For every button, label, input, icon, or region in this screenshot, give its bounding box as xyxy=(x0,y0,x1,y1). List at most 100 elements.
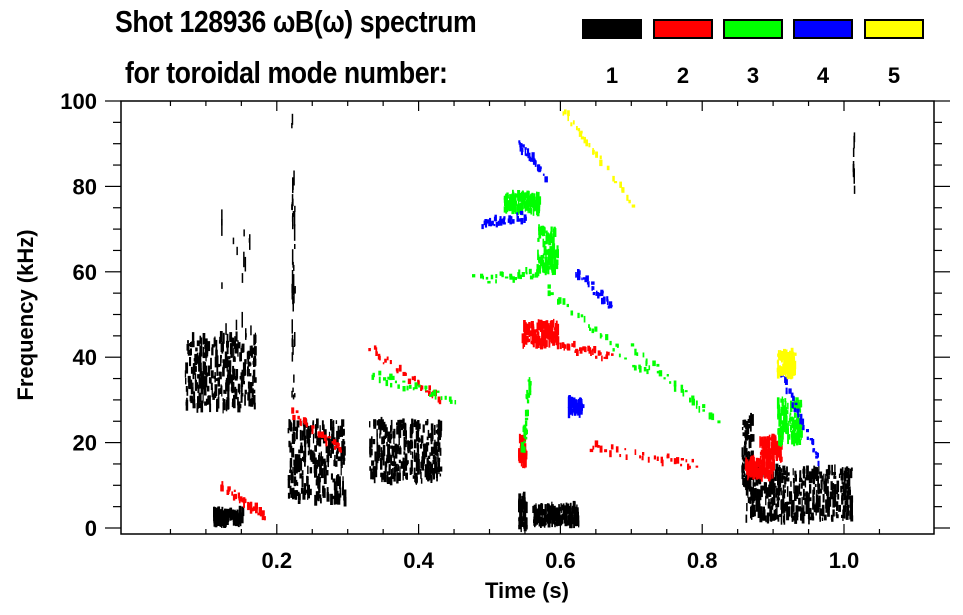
spectral-mark xyxy=(388,437,392,444)
spectral-mark xyxy=(293,466,296,476)
spectral-mark xyxy=(322,458,326,464)
spectral-mark xyxy=(215,378,218,382)
spectral-mark xyxy=(384,434,387,440)
spectral-mark xyxy=(300,421,302,427)
spectral-mark xyxy=(800,403,803,408)
spectral-mark xyxy=(533,201,536,211)
spectral-mark xyxy=(824,485,827,494)
spectral-mark xyxy=(666,453,670,459)
spectral-mark xyxy=(238,384,240,391)
spectral-mark xyxy=(430,438,433,445)
spectral-mark xyxy=(661,459,664,467)
spectral-mark xyxy=(524,501,527,511)
spectral-mark xyxy=(656,370,660,374)
spectral-mark xyxy=(846,479,849,486)
spectral-mark xyxy=(536,264,539,275)
spectral-mark xyxy=(755,462,758,475)
spectral-mark xyxy=(785,407,788,417)
spectral-mark xyxy=(302,417,306,423)
spectral-mark xyxy=(794,512,798,524)
spectral-mark xyxy=(439,473,442,477)
spectral-mark xyxy=(536,510,540,522)
spectral-mark xyxy=(767,471,771,482)
spectral-mark xyxy=(814,451,817,454)
spectral-mark xyxy=(601,334,603,338)
spectral-mark xyxy=(551,327,553,335)
spectral-mark xyxy=(847,467,850,476)
spectral-mark xyxy=(225,351,228,356)
spectral-mark xyxy=(608,301,613,309)
spectral-mark xyxy=(741,474,744,480)
spectral-mark xyxy=(755,502,759,512)
spectral-mark xyxy=(200,374,203,380)
spectral-mark xyxy=(543,337,547,349)
spectral-mark xyxy=(518,433,521,444)
spectral-mark xyxy=(798,402,801,412)
spectral-mark xyxy=(185,399,189,411)
spectral-mark xyxy=(840,486,843,493)
spectral-mark xyxy=(327,459,329,468)
spectral-mark xyxy=(521,449,525,462)
spectral-mark xyxy=(628,199,631,204)
feature-mode-2-blob-0.57 xyxy=(521,318,560,350)
spectral-mark xyxy=(568,506,570,513)
spectral-mark xyxy=(745,457,747,466)
spectral-mark xyxy=(429,452,431,457)
spectral-mark xyxy=(778,366,781,375)
legend-label-mode-4: 4 xyxy=(816,63,830,88)
spectral-mark xyxy=(252,375,254,384)
spectral-mark xyxy=(594,326,598,332)
spectral-mark xyxy=(794,427,796,437)
spectral-mark xyxy=(599,159,603,167)
spectral-mark xyxy=(390,382,393,388)
spectral-mark xyxy=(372,372,375,378)
spectral-mark xyxy=(801,418,805,425)
spectral-mark xyxy=(414,382,418,390)
spectral-mark xyxy=(832,483,835,490)
spectral-mark xyxy=(772,483,776,488)
spectral-mark xyxy=(749,467,753,475)
spectral-mark xyxy=(392,467,394,479)
spectral-mark xyxy=(210,357,212,370)
spectral-mark xyxy=(291,113,294,125)
spectral-mark xyxy=(294,205,296,212)
spectral-mark xyxy=(555,507,559,511)
spectral-mark xyxy=(373,476,376,484)
spectral-mark xyxy=(802,424,805,431)
spectral-mark xyxy=(454,400,457,405)
spectral-mark xyxy=(216,400,219,412)
spectral-mark xyxy=(501,271,504,278)
spectral-mark xyxy=(757,471,761,478)
spectral-mark xyxy=(745,452,749,461)
spectral-mark xyxy=(569,502,572,511)
spectral-mark xyxy=(766,442,768,452)
spectral-mark xyxy=(502,217,506,225)
spectral-mark xyxy=(247,392,251,401)
spectral-mark xyxy=(777,359,779,371)
spectral-mark xyxy=(770,499,774,505)
spectral-mark xyxy=(521,496,524,503)
spectral-mark xyxy=(833,473,836,478)
spectral-mark xyxy=(398,364,402,372)
spectral-mark xyxy=(491,220,494,226)
spectral-mark xyxy=(522,522,525,527)
spectral-mark xyxy=(342,454,345,465)
spectral-mark xyxy=(225,323,227,335)
spectral-mark xyxy=(425,469,428,475)
spectral-mark xyxy=(845,498,848,503)
spectral-mark xyxy=(382,454,385,466)
spectral-mark xyxy=(410,451,412,455)
spectral-mark xyxy=(546,261,548,270)
spectral-mark xyxy=(819,508,821,520)
spectral-mark xyxy=(543,509,546,520)
spectral-mark xyxy=(711,413,715,421)
spectral-mark xyxy=(326,492,329,502)
spectral-mark xyxy=(192,403,196,409)
spectral-mark xyxy=(751,465,754,477)
spectral-mark xyxy=(217,377,220,387)
spectral-mark xyxy=(393,455,396,467)
spectral-mark xyxy=(598,292,602,297)
spectral-mark xyxy=(592,351,594,355)
spectral-mark xyxy=(244,359,247,365)
spectral-mark xyxy=(376,420,379,425)
